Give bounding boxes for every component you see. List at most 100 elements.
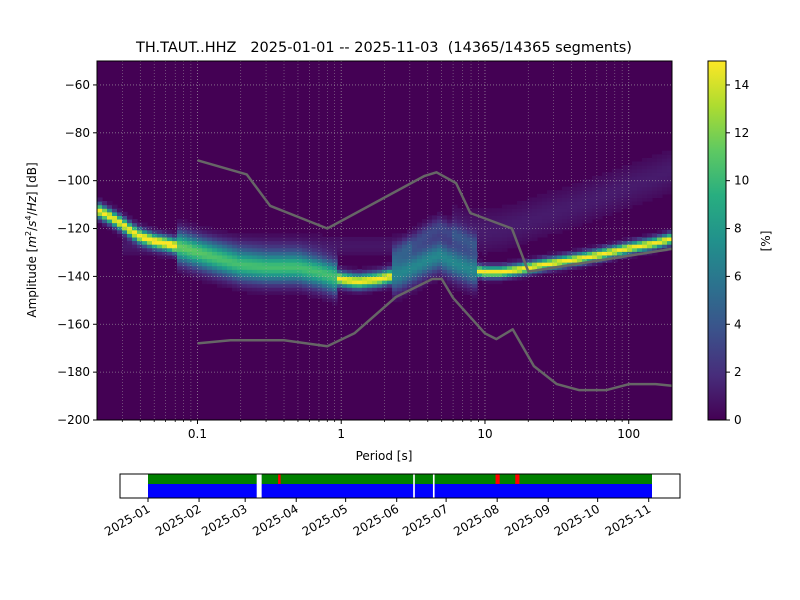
heatmap-cell bbox=[102, 211, 108, 216]
heatmap-cell bbox=[267, 254, 273, 260]
heatmap-cell bbox=[522, 208, 528, 213]
heatmap-cell bbox=[472, 218, 478, 224]
heatmap-cell bbox=[527, 208, 533, 213]
heatmap-cell bbox=[397, 247, 403, 252]
heatmap-cell bbox=[307, 233, 313, 238]
heatmap-cell bbox=[312, 254, 318, 260]
heatmap-cell bbox=[617, 193, 623, 199]
heatmap-cell bbox=[177, 236, 183, 242]
heatmap-cell bbox=[162, 229, 168, 234]
heatmap-cell bbox=[122, 251, 128, 256]
heatmap-cell bbox=[542, 215, 548, 220]
heatmap-cell bbox=[262, 251, 268, 256]
heatmap-cell bbox=[517, 233, 523, 238]
heatmap-cell bbox=[157, 236, 163, 242]
heatmap-cell bbox=[317, 244, 323, 249]
heatmap-cell bbox=[272, 287, 278, 292]
heatmap-cell bbox=[132, 226, 138, 231]
heatmap-cell bbox=[192, 229, 198, 234]
heatmap-cell bbox=[357, 272, 363, 277]
heatmap-cell bbox=[612, 186, 618, 191]
heatmap-cell bbox=[232, 279, 238, 285]
heatmap-cell bbox=[122, 215, 128, 220]
heatmap-cell bbox=[117, 226, 123, 231]
heatmap-cell bbox=[492, 208, 498, 213]
heatmap-cell bbox=[652, 161, 658, 166]
heatmap-cell bbox=[147, 233, 153, 238]
heatmap-cell bbox=[457, 244, 463, 249]
heatmap-cell bbox=[412, 247, 418, 252]
heatmap-cell bbox=[167, 247, 173, 252]
heatmap-cell bbox=[612, 204, 618, 209]
heatmap-cell bbox=[262, 287, 268, 292]
heatmap-cell bbox=[302, 269, 308, 274]
heatmap-cell bbox=[447, 279, 453, 285]
colorbar-tick-label: 0 bbox=[734, 413, 742, 427]
heatmap-cell bbox=[287, 276, 293, 281]
heatmap-cell bbox=[112, 218, 118, 224]
heatmap-cell bbox=[537, 226, 543, 231]
heatmap-cell bbox=[452, 229, 458, 234]
heatmap-cell bbox=[372, 287, 378, 292]
heatmap-cell bbox=[177, 244, 183, 249]
heatmap-cell bbox=[547, 215, 553, 220]
heatmap-cell bbox=[547, 193, 553, 199]
heatmap-cell bbox=[282, 279, 288, 285]
heatmap-cell bbox=[532, 233, 538, 238]
heatmap-cell bbox=[417, 247, 423, 252]
heatmap-cell bbox=[642, 157, 648, 163]
heatmap-cell bbox=[492, 233, 498, 238]
heatmap-cell bbox=[597, 262, 603, 267]
heatmap-cell bbox=[512, 262, 518, 267]
heatmap-cell bbox=[277, 279, 283, 285]
heatmap-cell bbox=[417, 276, 423, 281]
heatmap-cell bbox=[222, 272, 228, 277]
heatmap-cell bbox=[662, 179, 668, 184]
heatmap-cell bbox=[587, 201, 593, 206]
heatmap-cell bbox=[627, 190, 633, 195]
heatmap-cell bbox=[617, 168, 623, 173]
heatmap-cell bbox=[202, 279, 208, 285]
heatmap-cell bbox=[447, 276, 453, 281]
heatmap-cell bbox=[447, 258, 453, 263]
heatmap-cell bbox=[322, 240, 328, 245]
heatmap-cell bbox=[642, 190, 648, 195]
heatmap-cell bbox=[547, 258, 553, 263]
heatmap-cell bbox=[627, 175, 633, 181]
heatmap-cell bbox=[382, 236, 388, 242]
heatmap-cell bbox=[122, 244, 128, 249]
heatmap-cell bbox=[562, 186, 568, 191]
heatmap-cell bbox=[497, 269, 503, 274]
heatmap-cell bbox=[662, 186, 668, 191]
heatmap-cell bbox=[522, 201, 528, 206]
heatmap-cell bbox=[612, 175, 618, 181]
heatmap-cell bbox=[362, 247, 368, 252]
heatmap-cell bbox=[252, 233, 258, 238]
heatmap-cell bbox=[257, 265, 263, 270]
heatmap-cell bbox=[447, 254, 453, 260]
heatmap-cell bbox=[512, 218, 518, 224]
heatmap-cell bbox=[232, 265, 238, 270]
heatmap-cell bbox=[327, 236, 333, 242]
heatmap-cell bbox=[487, 240, 493, 245]
heatmap-cell bbox=[427, 258, 433, 263]
heatmap-cell bbox=[592, 193, 598, 199]
heatmap-cell bbox=[462, 222, 468, 227]
heatmap-cell bbox=[392, 265, 398, 270]
heatmap-cell bbox=[417, 244, 423, 249]
heatmap-cell bbox=[557, 218, 563, 224]
heatmap-cell bbox=[317, 247, 323, 252]
heatmap-cell bbox=[582, 258, 588, 263]
heatmap-cell bbox=[457, 262, 463, 267]
heatmap-cell bbox=[607, 240, 613, 245]
heatmap-cell bbox=[457, 279, 463, 285]
heatmap-cell bbox=[442, 251, 448, 256]
heatmap-cell bbox=[402, 294, 408, 299]
heatmap-cell bbox=[632, 175, 638, 181]
heatmap-cell bbox=[567, 211, 573, 216]
heatmap-cell bbox=[102, 201, 108, 206]
heatmap-cell bbox=[652, 179, 658, 184]
heatmap-cell bbox=[262, 272, 268, 277]
heatmap-cell bbox=[307, 294, 313, 299]
heatmap-cell bbox=[327, 294, 333, 299]
